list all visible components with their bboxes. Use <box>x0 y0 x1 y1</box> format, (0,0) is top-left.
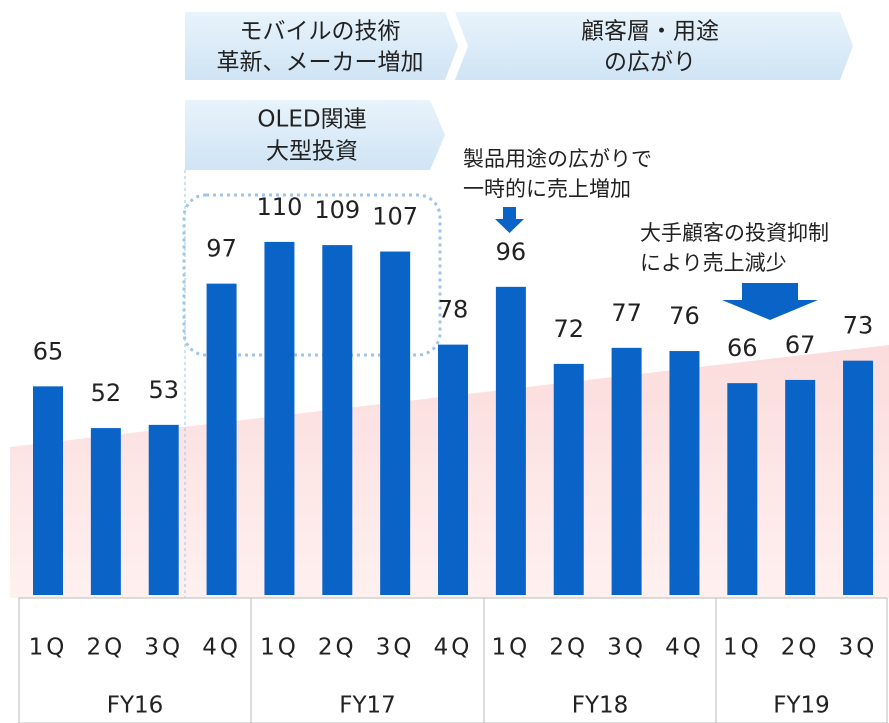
value-label: 67 <box>785 331 816 359</box>
bar <box>264 241 295 595</box>
value-label: 76 <box>669 302 700 330</box>
bar <box>495 286 526 595</box>
bar <box>727 383 758 595</box>
bar <box>206 283 237 595</box>
bar <box>33 386 63 595</box>
x-tick-label: 4Q <box>434 635 473 661</box>
category-table <box>18 597 888 723</box>
x-tick-label: 2Q <box>781 635 820 661</box>
value-label: 66 <box>727 334 758 362</box>
x-tick-label: 1Q <box>260 635 299 661</box>
value-label: 77 <box>611 299 642 327</box>
annotation: 革新、メーカー増加 <box>217 50 424 76</box>
phase-arrow <box>185 12 458 80</box>
value-label: 72 <box>553 315 584 343</box>
x-tick-label: 2Q <box>318 635 357 661</box>
x-tick-label: 3Q <box>144 635 183 661</box>
phase-arrow <box>455 12 853 80</box>
group-label: FY16 <box>107 693 164 719</box>
annotation: 製品用途の広がりで <box>463 147 652 171</box>
value-label: 97 <box>206 235 237 263</box>
bar <box>322 245 353 596</box>
annotation: 大手顧客の投資抑制 <box>640 221 829 245</box>
bar <box>90 428 121 595</box>
bar <box>669 351 700 595</box>
group-label: FY18 <box>572 693 629 719</box>
annotation: の広がり <box>604 50 696 76</box>
x-tick-label: 1Q <box>29 635 68 661</box>
bar <box>148 424 179 595</box>
annotation: 大型投資 <box>266 139 358 165</box>
value-label: 53 <box>148 376 179 404</box>
group-label: FY19 <box>773 693 830 719</box>
x-tick-label: 3Q <box>376 635 415 661</box>
value-label: 107 <box>372 203 418 231</box>
value-label: 65 <box>33 337 64 365</box>
highlight-box <box>182 193 442 357</box>
value-label: 110 <box>257 193 303 221</box>
bar <box>843 360 874 595</box>
group-label: FY17 <box>339 693 396 719</box>
value-label: 73 <box>843 312 874 340</box>
bar <box>785 379 816 595</box>
x-tick-label: 3Q <box>607 635 646 661</box>
phase-arrow <box>185 100 445 170</box>
annotation: 一時的に売上増加 <box>463 177 631 201</box>
value-label: 78 <box>438 296 469 324</box>
annotation: により売上減少 <box>640 251 787 275</box>
x-tick-label: 4Q <box>202 635 241 661</box>
x-tick-label: 2Q <box>549 635 588 661</box>
x-tick-label: 1Q <box>492 635 531 661</box>
down-arrow <box>495 207 524 233</box>
value-label: 52 <box>91 379 122 407</box>
bar <box>611 347 642 595</box>
annotation: 顧客層・用途 <box>581 19 719 45</box>
annotation: OLED関連 <box>257 107 366 133</box>
down-arrow <box>722 283 818 320</box>
x-tick-label: 3Q <box>839 635 878 661</box>
x-tick-label: 2Q <box>86 635 125 661</box>
bar <box>438 344 469 595</box>
bar <box>553 363 584 595</box>
bar <box>380 251 411 595</box>
x-tick-label: 1Q <box>723 635 762 661</box>
x-tick-label: 4Q <box>665 635 704 661</box>
value-label: 109 <box>314 196 360 224</box>
value-label: 96 <box>496 238 527 266</box>
annotation: モバイルの技術 <box>240 19 401 45</box>
